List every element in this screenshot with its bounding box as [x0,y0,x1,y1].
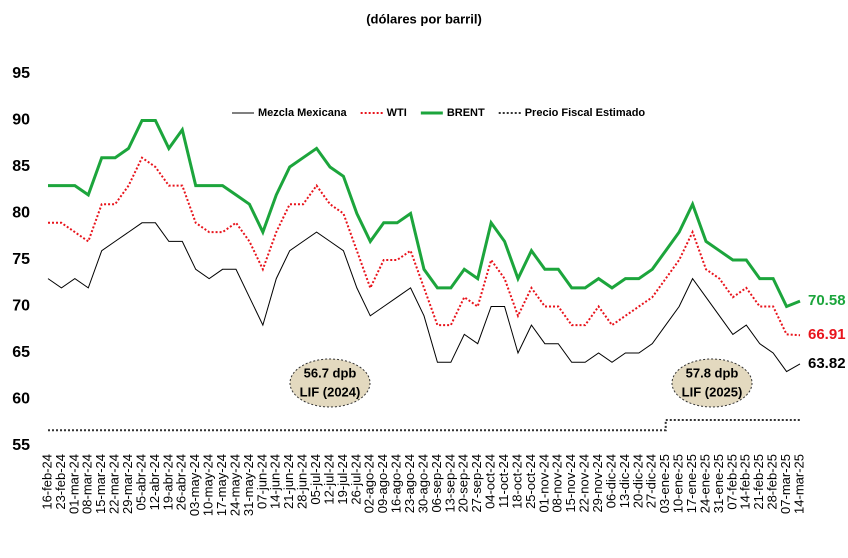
end-value-label: 70.58 [808,292,846,309]
x-tick-label: 07-jun-24 [254,454,269,509]
x-tick-label: 29-nov-24 [590,454,605,513]
annotation-bubble [671,358,753,408]
x-tick-label: 27-dic-24 [644,454,659,508]
x-tick-label: 20-sep-24 [456,454,471,513]
x-tick-label: 11-oct-24 [496,454,511,508]
series-line [47,222,801,373]
end-value-label: 63.82 [808,355,846,372]
x-tick-label: 07-feb-25 [724,454,739,510]
x-tick-label: 13-sep-24 [442,454,457,513]
x-tick-label: 25-oct-24 [523,454,538,509]
x-tick-label: 29-mar-24 [120,454,135,514]
x-tick-label: 03-ene-25 [657,454,672,513]
legend-label: Precio Fiscal Estimado [525,107,646,119]
x-tick-label: 14-feb-25 [738,454,753,510]
x-tick-label: 05-jul-24 [308,454,323,505]
y-tick-label: 85 [12,158,30,175]
x-tick-label: 12-abr-24 [147,454,162,510]
x-tick-label: 22-nov-24 [577,454,592,513]
x-tick-label: 14-mar-25 [791,454,806,514]
x-tick-label: 02-ago-24 [362,454,377,513]
x-tick-label: 24-ene-25 [697,454,712,513]
y-tick-label: 75 [12,251,30,268]
x-tick-label: 15-nov-24 [563,454,578,513]
x-tick-label: 14-jun-24 [268,454,283,509]
annotation-text: LIF (2025) [682,384,743,399]
x-tick-label: 23-feb-24 [53,454,68,510]
series-line [48,119,801,309]
x-tick-label: 10-may-24 [201,454,216,516]
x-tick-label: 27-sep-24 [469,454,484,513]
x-tick-label: 01-mar-24 [66,454,81,514]
x-tick-label: 07-mar-25 [778,454,793,514]
x-tick-label: 08-mar-24 [80,454,95,514]
x-tick-label: 21-jun-24 [281,454,296,509]
x-tick-label: 15-mar-24 [93,454,108,514]
x-tick-label: 21-feb-25 [751,454,766,510]
x-tick-label: 16-ago-24 [389,454,404,513]
x-tick-label: 06-sep-24 [429,454,444,513]
y-tick-label: 95 [12,65,30,82]
x-tick-label: 22-mar-24 [107,454,122,514]
y-tick-label: 70 [12,298,30,315]
y-tick-label: 65 [12,344,30,361]
series-line [48,418,800,432]
x-tick-label: 10-ene-25 [671,454,686,513]
y-tick-label: 90 [12,112,30,129]
x-tick-label: 17-may-24 [214,454,229,516]
annotation-text: 56.7 dpb [304,365,357,380]
chart-title: (dólares por barril) [366,11,482,26]
x-tick-label: 03-may-24 [187,454,202,516]
end-value-label: 66.91 [808,326,846,343]
legend-label: Mezcla Mexicana [258,107,348,119]
x-tick-label: 24-may-24 [227,454,242,516]
x-tick-label: 26-jul-24 [348,454,363,505]
x-tick-label: 20-dic-24 [630,454,645,508]
x-tick-label: 26-abr-24 [174,454,189,510]
x-tick-label: 13-dic-24 [617,454,632,508]
x-tick-label: 28-jun-24 [295,454,310,509]
y-tick-label: 60 [12,391,30,408]
legend-label: WTI [387,107,407,119]
legend-label: BRENT [447,107,485,119]
x-tick-label: 31-may-24 [241,454,256,516]
x-tick-label: 30-ago-24 [415,454,430,513]
x-tick-label: 06-dic-24 [603,454,618,508]
annotation-text: LIF (2024) [300,384,361,399]
series-line [48,156,801,337]
x-tick-label: 04-oct-24 [483,454,498,509]
annotation-bubble [289,358,371,408]
x-tick-label: 19-abr-24 [160,454,175,510]
x-tick-label: 01-nov-24 [536,454,551,513]
y-tick-label: 55 [12,437,30,454]
x-tick-label: 28-feb-25 [765,454,780,510]
x-tick-label: 18-oct-24 [509,454,524,509]
x-tick-label: 19-jul-24 [335,454,350,505]
x-tick-label: 23-ago-24 [402,454,417,513]
x-tick-label: 08-nov-24 [550,454,565,513]
x-tick-label: 31-ene-25 [711,454,726,513]
x-tick-label: 12-jul-24 [321,454,336,505]
x-tick-label: 09-ago-24 [375,454,390,513]
x-tick-label: 05-abr-24 [133,454,148,510]
y-tick-label: 80 [12,205,30,222]
x-tick-label: 17-ene-25 [684,454,699,513]
annotation-text: 57.8 dpb [686,365,739,380]
x-tick-label: 16-feb-24 [39,454,54,510]
